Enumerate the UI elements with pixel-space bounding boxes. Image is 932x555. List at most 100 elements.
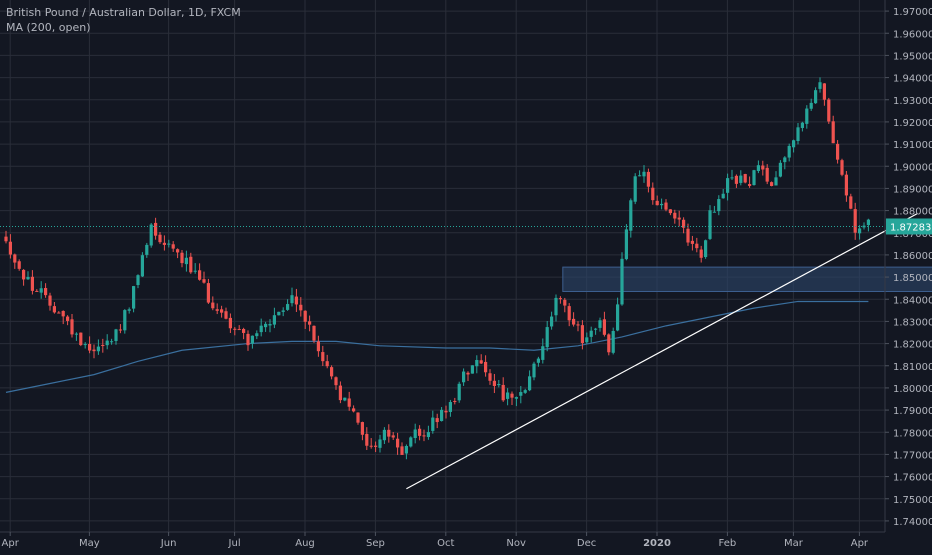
candle-body (712, 211, 716, 213)
candle-body (506, 392, 510, 399)
x-tick-label: Oct (437, 538, 454, 549)
candle-body (602, 319, 606, 335)
y-tick-label: 1.84000 (893, 295, 932, 306)
candle-body (189, 256, 193, 273)
candle-body (756, 165, 760, 172)
candle-body (677, 217, 681, 220)
candle-body (220, 309, 224, 313)
candle-body (717, 199, 721, 212)
candle-body (690, 240, 694, 244)
candle-body (589, 330, 593, 337)
candle-body (866, 219, 870, 226)
candle-body (193, 270, 197, 272)
candle-body (778, 162, 782, 177)
candle-body (642, 171, 646, 177)
candle-body (660, 203, 664, 206)
candle-body (277, 311, 281, 316)
support-zone (562, 266, 932, 292)
candle-body (180, 252, 184, 264)
candle-body (404, 445, 408, 454)
candle-body (281, 310, 285, 312)
candle-body (264, 323, 268, 328)
last-price-text: 1.87283 (890, 222, 931, 233)
y-tick-label: 1.94000 (893, 74, 932, 85)
candle-body (567, 306, 571, 321)
candle-body (343, 397, 347, 401)
candle-body (44, 288, 48, 296)
y-tick-label: 1.86000 (893, 251, 932, 262)
x-tick-label: Jul (228, 538, 241, 549)
y-tick-label: 1.85000 (893, 273, 932, 284)
candle-body (88, 343, 92, 351)
candle-body (783, 157, 787, 163)
x-tick-label: Apr (2, 538, 20, 549)
candle-body (448, 402, 452, 412)
candle-body (198, 270, 202, 280)
y-tick-label: 1.92000 (893, 118, 932, 129)
candle-body (809, 102, 813, 109)
candle-body (422, 435, 426, 437)
candle-body (418, 428, 422, 436)
candle-body (66, 316, 70, 321)
candle-body (57, 312, 61, 314)
candle-body (413, 429, 417, 438)
candle-body (330, 367, 334, 377)
candle-body (110, 341, 114, 343)
candle-body (352, 408, 356, 412)
candle-body (528, 376, 532, 391)
candle-body (224, 311, 228, 319)
candles (4, 77, 870, 460)
candle-body (576, 324, 580, 326)
candle-body (17, 261, 21, 269)
x-tick-label: Nov (506, 538, 526, 549)
candle-body (312, 325, 316, 341)
candle-body (308, 321, 312, 325)
candle-body (708, 210, 712, 239)
candle-body (646, 171, 650, 187)
candle-body (382, 429, 386, 441)
candle-body (30, 276, 34, 291)
candle-body (325, 361, 329, 367)
candle-body (519, 392, 523, 396)
time-axis: Apr May Jun Jul Aug Sep Oct Nov Dec 2020 Feb Mar Apr (2, 532, 869, 549)
candle-body (462, 371, 466, 383)
candle-body (294, 296, 298, 305)
x-tick-label: 2020 (643, 538, 671, 549)
candle-body (822, 83, 826, 100)
candle-body (48, 295, 52, 306)
candle-body (721, 193, 725, 199)
candle-body (426, 432, 430, 438)
candle-body (497, 384, 501, 386)
candle-body (118, 329, 122, 331)
candle-body (246, 333, 250, 346)
candle-body (400, 446, 404, 455)
indicator-label[interactable]: MA (200, open) (6, 21, 91, 34)
candle-body (409, 437, 413, 447)
candle-body (774, 177, 778, 186)
y-tick-label: 1.79000 (893, 406, 932, 417)
candle-body (286, 304, 290, 310)
y-tick-label: 1.90000 (893, 162, 932, 173)
y-tick-label: 1.97000 (893, 7, 932, 18)
candle-body (360, 422, 364, 435)
candle-body (536, 358, 540, 363)
candle-body (796, 127, 800, 141)
candle-body (668, 209, 672, 214)
y-tick-label: 1.81000 (893, 362, 932, 373)
candle-body (162, 242, 166, 245)
symbol-title[interactable]: British Pound / Australian Dollar, 1D, F… (6, 6, 241, 19)
candle-body (26, 276, 30, 280)
candle-body (598, 320, 602, 328)
x-tick-label: Sep (366, 538, 385, 549)
x-tick-label: Mar (784, 538, 804, 549)
candle-body (787, 145, 791, 158)
candle-body (171, 244, 175, 249)
candle-body (215, 309, 219, 311)
candle-body (620, 258, 624, 305)
y-tick-label: 1.96000 (893, 29, 932, 40)
candle-body (844, 174, 848, 196)
candle-body (695, 243, 699, 249)
candle-body (123, 310, 127, 331)
